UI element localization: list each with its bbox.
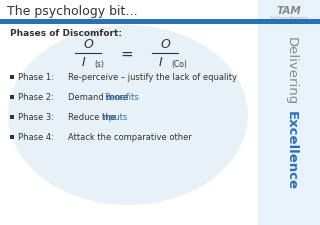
Text: (s): (s) [94,59,104,68]
Bar [258,20,320,25]
Text: O: O [160,38,170,51]
Text: TAM: TAM [276,6,301,16]
Text: Delivering: Delivering [284,37,298,105]
Text: Excellence: Excellence [284,111,298,190]
Bar [0,20,258,25]
Text: I: I [159,56,163,69]
Text: O: O [83,38,93,51]
Text: Phase 4:: Phase 4: [18,133,54,142]
Text: Phases of Discomfort:: Phases of Discomfort: [10,28,122,37]
Bar [258,0,320,225]
Text: The psychology bit…: The psychology bit… [7,5,138,18]
Ellipse shape [8,26,248,205]
Text: Attack the comparative other: Attack the comparative other [68,133,192,142]
Text: Team Process Management: Team Process Management [270,16,308,20]
Text: (Co): (Co) [171,59,187,68]
Bar [10,136,13,139]
Text: Reduce the: Reduce the [68,113,118,122]
Text: Re-perceive – justify the lack of equality: Re-perceive – justify the lack of equali… [68,73,237,82]
Bar [10,116,13,119]
Text: =: = [121,46,133,61]
Text: I: I [82,56,86,69]
Text: Phase 2:: Phase 2: [18,93,54,102]
Bar [10,76,13,79]
Text: Inputs: Inputs [101,113,128,122]
Text: Benefits: Benefits [105,93,139,102]
Text: Phase 3:: Phase 3: [18,113,54,122]
Text: Demand more: Demand more [68,93,131,102]
Bar [10,96,13,99]
Text: Phase 1:: Phase 1: [18,73,54,82]
